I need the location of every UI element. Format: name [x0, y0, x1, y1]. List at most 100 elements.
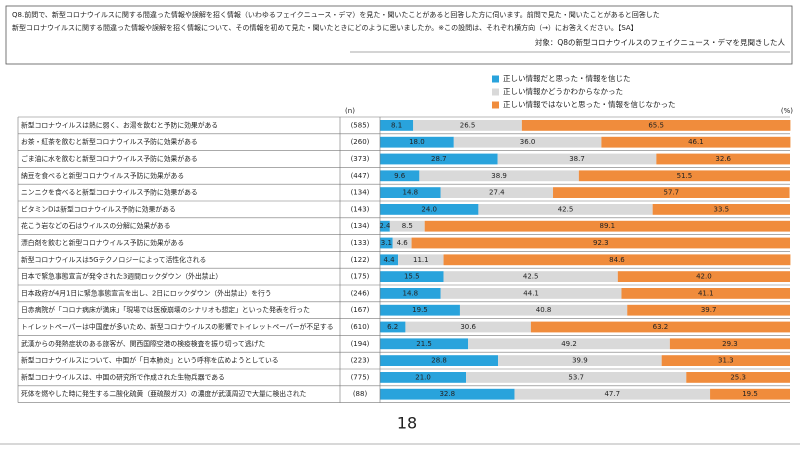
value-label: 19.5	[412, 306, 428, 314]
value-label: 39.7	[701, 306, 717, 314]
legend-label: 正しい情報だと思った・情報を信じた	[503, 73, 631, 83]
bar-segment	[443, 271, 618, 282]
n-label: (373)	[351, 155, 370, 163]
n-label: (167)	[351, 306, 370, 314]
value-label: 44.1	[523, 289, 539, 297]
row-label: 花こう岩などの石はウイルスの分解に効果がある	[21, 221, 171, 230]
bar-segment	[380, 338, 469, 350]
value-label: 33.5	[714, 205, 730, 213]
bar-segment	[380, 220, 390, 232]
legend-label: 正しい情報かどうかわからなかった	[503, 86, 623, 96]
bar-segment	[440, 187, 554, 198]
value-label: 21.0	[415, 373, 431, 381]
n-label: (194)	[351, 340, 370, 348]
bar-segment	[669, 338, 790, 350]
value-label: 18.0	[409, 138, 425, 146]
value-label: 89.1	[600, 222, 616, 230]
value-label: 42.5	[523, 273, 539, 281]
value-label: 9.6	[394, 172, 406, 180]
n-label: (122)	[351, 256, 370, 264]
row-label: 納豆を食べると新型コロナウイルス予防に効果がある	[21, 171, 184, 180]
value-label: 11.1	[413, 256, 429, 264]
bar-segment	[468, 338, 670, 350]
n-label: (610)	[351, 323, 370, 331]
bar-segment	[380, 388, 515, 400]
bar-segment	[411, 237, 790, 249]
value-label: 24.0	[421, 205, 437, 213]
legend-swatch	[492, 88, 499, 96]
row-label: ニンニクを食べると新型コロナウイルス予防に効果がある	[21, 188, 198, 197]
row-label: ビタミンDは新型コロナウイルス予防に効果がある	[21, 204, 176, 213]
bar-segment	[380, 120, 414, 131]
value-label: 47.7	[604, 390, 620, 398]
value-label: 21.5	[416, 340, 432, 348]
bar-segment	[380, 321, 406, 333]
bar-segment	[424, 220, 790, 232]
value-label: 51.5	[677, 172, 693, 180]
title-line: 新型コロナウイルスに関する間違った情報や誤解を招く情報について、その情報を初めて…	[12, 23, 638, 32]
bar-segment	[398, 254, 444, 266]
value-label: 8.1	[391, 121, 402, 129]
bar-segment	[521, 120, 791, 131]
value-label: 38.7	[569, 155, 585, 163]
value-label: 92.3	[593, 239, 609, 247]
bar-segment	[617, 271, 790, 282]
n-label: (175)	[351, 273, 370, 281]
value-label: 25.3	[730, 373, 746, 381]
n-label: (133)	[351, 239, 370, 247]
value-label: 2.4	[379, 222, 391, 230]
bar-segment	[578, 170, 790, 182]
row-label: 新型コロナウイルスについて、中国が「日本肺炎」という呼称を広めようとしている	[21, 356, 279, 365]
value-label: 28.8	[431, 357, 447, 365]
value-label: 53.7	[568, 373, 584, 381]
value-label: 39.9	[572, 357, 588, 365]
value-label: 42.5	[558, 205, 574, 213]
legend-label: 正しい情報ではないと思った・情報を信じなかった	[503, 99, 676, 109]
n-label: (585)	[351, 121, 370, 129]
value-label: 41.1	[698, 289, 714, 297]
value-label: 46.1	[688, 138, 704, 146]
value-label: 30.6	[460, 323, 476, 331]
row-label: 日赤病院が「コロナ病床が満床」「現場では医療崩壊のシナリオも想定」といった発表を…	[21, 305, 310, 314]
bar-segment	[497, 153, 657, 165]
header-box	[5, 5, 793, 65]
n-label: (260)	[351, 138, 370, 146]
value-label: 8.5	[402, 222, 413, 230]
row-label: 新型コロナウイルスは5Gテクノロジーによって活性化される	[21, 255, 206, 264]
bar-segment	[380, 254, 399, 266]
n-label: (775)	[351, 373, 370, 381]
value-label: 29.3	[722, 340, 738, 348]
bar-segment	[652, 204, 790, 215]
row-label: 日本で緊急事態宣言が発令された3週間ロックダウン（外出禁止）	[21, 272, 222, 281]
value-label: 42.0	[696, 273, 712, 281]
row-label: 武漢からの発熱症状のある旅客が、関西国際空港の検疫検査を振り切って逃げた	[21, 339, 265, 348]
row-label: トイレットペーパーは中国産が多いため、新型コロナウイルスの影響でトイレットペーパ…	[21, 322, 334, 331]
bar-segment	[380, 204, 479, 215]
bar-segment	[601, 136, 791, 148]
value-label: 40.8	[536, 306, 552, 314]
value-label: 57.7	[664, 189, 680, 197]
bar-segment	[453, 136, 602, 148]
bar-segment	[419, 170, 579, 182]
value-label: 84.6	[609, 256, 625, 264]
value-label: 4.4	[383, 256, 395, 264]
bar-segment	[392, 237, 412, 249]
value-label: 36.0	[520, 138, 536, 146]
bar-segment	[380, 153, 498, 165]
bar-segment	[413, 120, 522, 131]
n-label: (134)	[351, 189, 370, 197]
bar-segment	[466, 372, 687, 383]
value-label: 63.2	[653, 323, 669, 331]
bar-segment	[380, 170, 420, 182]
value-label: 32.8	[439, 390, 455, 398]
row-label: 死体を燃やした時に発生する二酸化硫黄（亜硫酸ガス）の濃度が武漢周辺で大量に検出さ…	[21, 389, 307, 398]
value-label: 26.5	[460, 121, 476, 129]
row-label: 日本政府が4月1日に緊急事態宣言を出し、2日にロックダウン（外出禁止）を行う	[21, 288, 272, 297]
unit-label: (%)	[781, 107, 793, 115]
value-label: 6.2	[387, 323, 398, 331]
value-label: 3.1	[381, 239, 392, 247]
bar-segment	[661, 355, 790, 366]
bar-segment	[380, 136, 454, 148]
bar-segment	[380, 304, 460, 316]
